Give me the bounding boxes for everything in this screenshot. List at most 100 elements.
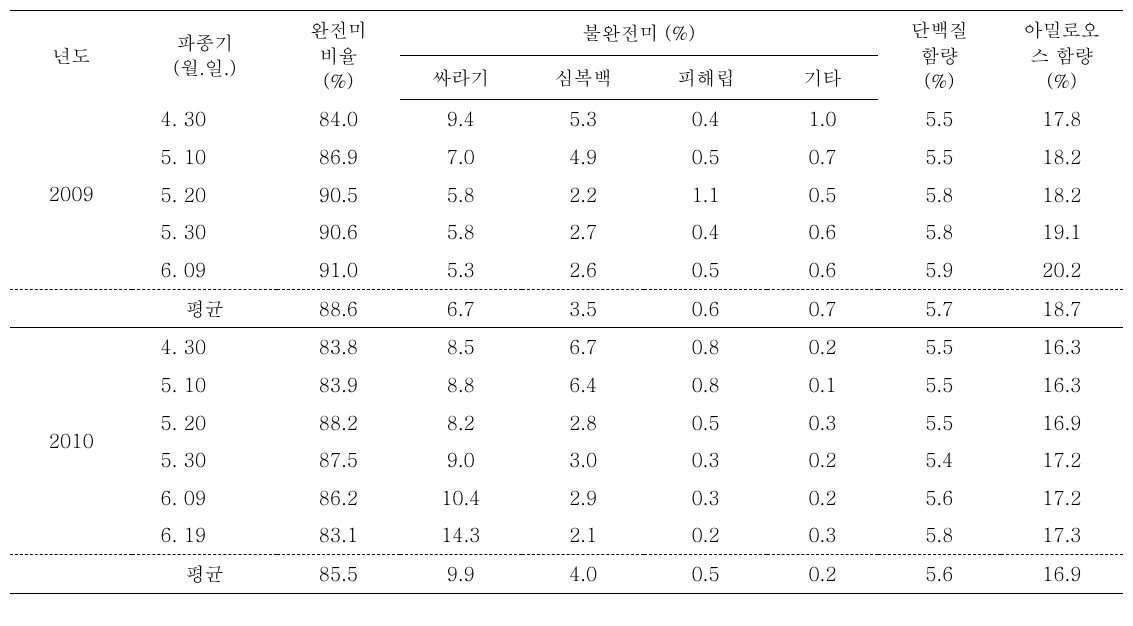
cell-avg-label: 평균 (132, 555, 277, 594)
table-row: 5. 30 87.5 9.0 3.0 0.3 0.2 5.4 17.2 (10, 441, 1123, 479)
cell-date: 5. 10 (132, 138, 277, 176)
cell-s3: 0.8 (644, 366, 766, 404)
cell-s3: 0.4 (644, 100, 766, 138)
cell-amyl: 16.9 (1001, 404, 1123, 442)
cell-complete: 88.2 (277, 404, 399, 442)
cell-s2: 6.4 (522, 366, 644, 404)
cell-date: 5. 20 (132, 404, 277, 442)
cell-prot: 5.8 (878, 213, 1000, 251)
cell-complete: 90.6 (277, 213, 399, 251)
cell-s1: 8.2 (400, 404, 522, 442)
cell-date: 4. 30 (132, 100, 277, 138)
cell-s2: 2.2 (522, 176, 644, 214)
cell-s1: 6.7 (400, 289, 522, 328)
cell-complete: 83.1 (277, 516, 399, 554)
cell-prot: 5.9 (878, 251, 1000, 289)
cell-s2: 2.9 (522, 479, 644, 517)
cell-amyl: 18.2 (1001, 138, 1123, 176)
cell-s1: 8.5 (400, 328, 522, 366)
cell-year-2009: 2009 (10, 100, 132, 289)
cell-s2: 4.0 (522, 555, 644, 594)
cell-s2: 2.8 (522, 404, 644, 442)
cell-s1: 5.8 (400, 176, 522, 214)
cell-s4: 0.2 (767, 555, 878, 594)
cell-s4: 0.6 (767, 213, 878, 251)
table-body: 2009 4. 30 84.0 9.4 5.3 0.4 1.0 5.5 17.8… (10, 100, 1123, 593)
cell-s3: 0.5 (644, 555, 766, 594)
cell-complete: 86.2 (277, 479, 399, 517)
cell-amyl: 19.1 (1001, 213, 1123, 251)
cell-s4: 0.1 (767, 366, 878, 404)
table-header: 년도 파종기(월.일.) 완전미비율(%) 불완전미 (%) 단백질함량(%) … (10, 11, 1123, 100)
cell-s2: 2.7 (522, 213, 644, 251)
header-complete: 완전미비율(%) (277, 11, 399, 100)
cell-prot: 5.4 (878, 441, 1000, 479)
cell-complete: 85.5 (277, 555, 399, 594)
cell-s4: 0.6 (767, 251, 878, 289)
data-table: 년도 파종기(월.일.) 완전미비율(%) 불완전미 (%) 단백질함량(%) … (10, 10, 1123, 594)
cell-date: 6. 09 (132, 251, 277, 289)
cell-complete: 90.5 (277, 176, 399, 214)
cell-s3: 0.2 (644, 516, 766, 554)
header-sub4: 기타 (767, 55, 878, 100)
table-row-average: 평균 85.5 9.9 4.0 0.5 0.2 5.6 16.9 (10, 555, 1123, 594)
cell-year-empty (10, 555, 132, 594)
cell-s3: 0.5 (644, 251, 766, 289)
cell-s2: 2.1 (522, 516, 644, 554)
header-amylose: 아밀로오스 함량(%) (1001, 11, 1123, 100)
cell-complete: 87.5 (277, 441, 399, 479)
table-row: 5. 30 90.6 5.8 2.7 0.4 0.6 5.8 19.1 (10, 213, 1123, 251)
cell-s4: 0.5 (767, 176, 878, 214)
cell-amyl: 17.8 (1001, 100, 1123, 138)
cell-avg-label: 평균 (132, 289, 277, 328)
cell-s2: 2.6 (522, 251, 644, 289)
header-sub3: 피해립 (644, 55, 766, 100)
cell-date: 6. 19 (132, 516, 277, 554)
table-row: 6. 09 91.0 5.3 2.6 0.5 0.6 5.9 20.2 (10, 251, 1123, 289)
cell-s2: 5.3 (522, 100, 644, 138)
cell-amyl: 16.3 (1001, 328, 1123, 366)
cell-prot: 5.5 (878, 404, 1000, 442)
cell-prot: 5.5 (878, 328, 1000, 366)
cell-s2: 3.5 (522, 289, 644, 328)
cell-s1: 9.0 (400, 441, 522, 479)
cell-date: 4. 30 (132, 328, 277, 366)
cell-complete: 91.0 (277, 251, 399, 289)
cell-s3: 0.3 (644, 441, 766, 479)
cell-amyl: 17.3 (1001, 516, 1123, 554)
header-incomplete-group: 불완전미 (%) (400, 11, 879, 56)
cell-date: 5. 20 (132, 176, 277, 214)
cell-s2: 4.9 (522, 138, 644, 176)
header-sub2: 심복백 (522, 55, 644, 100)
table-row: 5. 20 90.5 5.8 2.2 1.1 0.5 5.8 18.2 (10, 176, 1123, 214)
cell-s4: 0.2 (767, 328, 878, 366)
table-row: 6. 19 83.1 14.3 2.1 0.2 0.3 5.8 17.3 (10, 516, 1123, 554)
cell-year-empty (10, 289, 132, 328)
cell-amyl: 17.2 (1001, 441, 1123, 479)
cell-s1: 10.4 (400, 479, 522, 517)
cell-s1: 14.3 (400, 516, 522, 554)
table-row: 2009 4. 30 84.0 9.4 5.3 0.4 1.0 5.5 17.8 (10, 100, 1123, 138)
cell-prot: 5.8 (878, 176, 1000, 214)
cell-amyl: 20.2 (1001, 251, 1123, 289)
cell-amyl: 18.7 (1001, 289, 1123, 328)
cell-s3: 0.6 (644, 289, 766, 328)
cell-amyl: 16.9 (1001, 555, 1123, 594)
cell-date: 5. 30 (132, 441, 277, 479)
cell-s4: 0.7 (767, 289, 878, 328)
cell-complete: 83.9 (277, 366, 399, 404)
header-sowing: 파종기(월.일.) (132, 11, 277, 100)
cell-complete: 83.8 (277, 328, 399, 366)
cell-s1: 5.3 (400, 251, 522, 289)
cell-prot: 5.6 (878, 479, 1000, 517)
header-protein: 단백질함량(%) (878, 11, 1000, 100)
cell-prot: 5.6 (878, 555, 1000, 594)
table-row: 5. 10 86.9 7.0 4.9 0.5 0.7 5.5 18.2 (10, 138, 1123, 176)
cell-complete: 88.6 (277, 289, 399, 328)
cell-amyl: 16.3 (1001, 366, 1123, 404)
cell-prot: 5.5 (878, 100, 1000, 138)
cell-s3: 0.8 (644, 328, 766, 366)
cell-complete: 84.0 (277, 100, 399, 138)
cell-date: 5. 30 (132, 213, 277, 251)
cell-s2: 6.7 (522, 328, 644, 366)
